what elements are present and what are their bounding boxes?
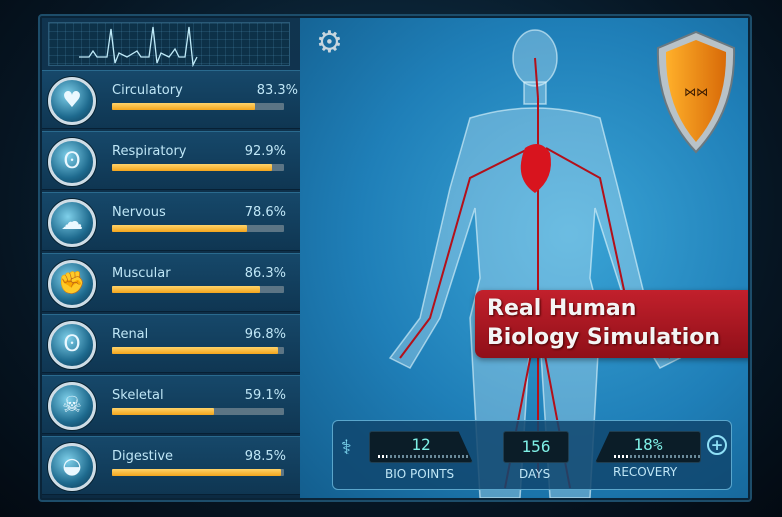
kidney-icon: ʘ	[48, 321, 96, 369]
body-view[interactable]: ⚙ ⋈⋈ Real Human Biology Simulation ⚕ 12 …	[300, 18, 748, 498]
recovery-value: 18%	[633, 435, 663, 454]
system-health-bar	[112, 164, 284, 171]
system-health-fill	[112, 103, 256, 110]
system-health-fill	[112, 408, 214, 415]
recovery-label: RECOVERY	[613, 465, 678, 479]
recovery-display: 18%	[595, 431, 701, 463]
system-percent: 78.6%	[244, 205, 286, 220]
system-percent: 86.3%	[244, 266, 286, 281]
system-health-bar	[112, 286, 284, 293]
bio-points-label: BIO POINTS	[385, 467, 455, 481]
system-health-bar	[112, 408, 284, 415]
system-label: Skeletal	[112, 388, 164, 403]
system-label: Digestive	[112, 449, 174, 464]
settings-gear-icon[interactable]: ⚙	[316, 25, 343, 60]
heart-icon: ♥	[48, 77, 96, 125]
banner-line-1: Real Human	[487, 296, 637, 321]
promo-banner: Real Human Biology Simulation	[475, 290, 748, 358]
system-label: Respiratory	[112, 144, 187, 159]
system-percent: 83.3%	[256, 83, 298, 98]
system-health-fill	[112, 286, 261, 293]
caduceus-icon: ⚕	[341, 435, 352, 459]
system-row-muscular[interactable]: ✊ Muscular 86.3%	[42, 253, 300, 312]
system-row-respiratory[interactable]: ʘ Respiratory 92.9%	[42, 131, 300, 190]
days-label: DAYS	[519, 467, 551, 481]
bio-points-display: 12	[369, 431, 473, 463]
heart-illustration	[520, 144, 551, 193]
system-health-fill	[112, 347, 279, 354]
system-percent: 92.9%	[244, 144, 286, 159]
system-label: Renal	[112, 327, 149, 342]
brain-icon: ☁	[48, 199, 96, 247]
system-row-digestive[interactable]: ◒ Digestive 98.5%	[42, 436, 300, 495]
system-health-bar	[112, 347, 284, 354]
system-row-renal[interactable]: ʘ Renal 96.8%	[42, 314, 300, 373]
system-row-skeletal[interactable]: ☠ Skeletal 59.1%	[42, 375, 300, 434]
system-percent: 96.8%	[244, 327, 286, 342]
system-row-nervous[interactable]: ☁ Nervous 78.6%	[42, 192, 300, 251]
system-health-fill	[112, 225, 248, 232]
ecg-monitor	[48, 22, 290, 68]
system-row-circulatory[interactable]: ♥ Circulatory 83.3%	[42, 70, 312, 129]
system-health-bar	[112, 103, 284, 110]
bio-points-value: 12	[411, 435, 431, 454]
muscle-icon: ✊	[48, 260, 96, 308]
system-percent: 59.1%	[244, 388, 286, 403]
system-health-fill	[112, 164, 272, 171]
system-health-fill	[112, 469, 282, 476]
svg-text:⋈⋈: ⋈⋈	[684, 85, 708, 99]
banner-line-2: Biology Simulation	[487, 325, 721, 350]
lungs-icon: ʘ	[48, 138, 96, 186]
body-systems-sidebar: ♥ Circulatory 83.3% ʘ Respiratory 92.9% …	[42, 18, 312, 498]
days-value: 156	[503, 431, 569, 463]
add-recovery-plus-icon[interactable]: +	[707, 435, 727, 455]
stomach-icon: ◒	[48, 443, 96, 491]
system-label: Muscular	[112, 266, 171, 281]
system-label: Nervous	[112, 205, 166, 220]
status-hud: ⚕ 12 BIO POINTS 156 DAYS 18% RECOVERY +	[332, 420, 732, 490]
system-health-bar	[112, 225, 284, 232]
skeleton-icon: ☠	[48, 382, 96, 430]
system-health-bar	[112, 469, 284, 476]
ecg-line-icon	[79, 26, 198, 68]
dna-shield-icon[interactable]: ⋈⋈	[654, 30, 738, 154]
system-label: Circulatory	[112, 83, 183, 98]
system-percent: 98.5%	[244, 449, 286, 464]
